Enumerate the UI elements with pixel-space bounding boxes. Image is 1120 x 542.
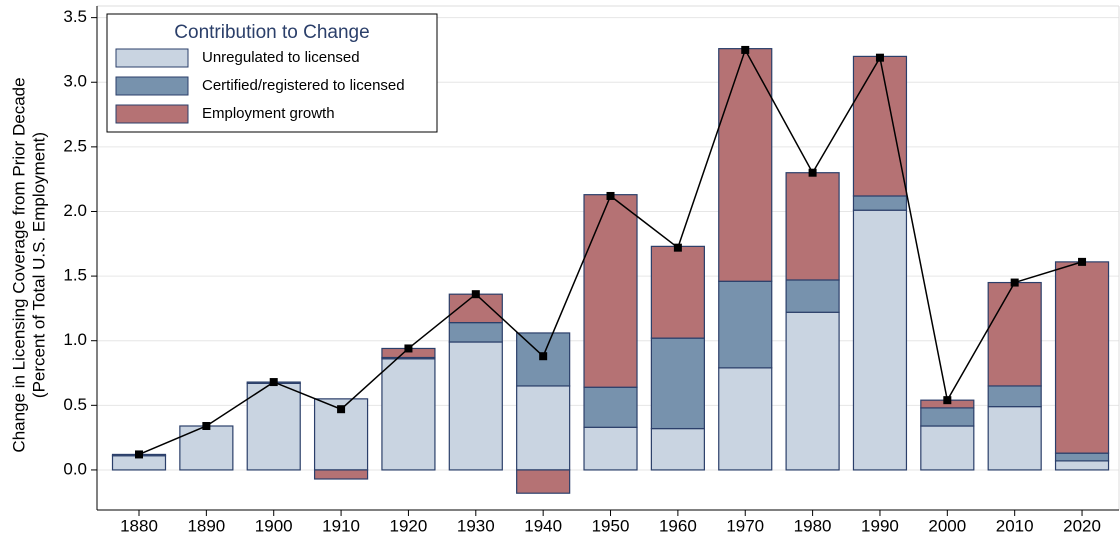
- x-tick-label: 1900: [255, 516, 293, 535]
- bar-segment: [516, 469, 571, 494]
- bar-segment: [313, 469, 369, 480]
- bar-segment: [852, 209, 908, 471]
- legend-label: Unregulated to licensed: [202, 49, 360, 66]
- legend-label: Certified/registered to licensed: [202, 77, 405, 94]
- bar-segment: [920, 407, 975, 427]
- bar-segment: [448, 341, 503, 471]
- bar-segment: [987, 281, 1042, 387]
- x-tick-label: 1980: [794, 516, 832, 535]
- total-marker: [673, 243, 682, 252]
- bar-segment: [583, 194, 638, 388]
- y-tick-label: 1.5: [63, 266, 87, 285]
- x-tick-label: 1890: [187, 516, 225, 535]
- bar-segment: [987, 385, 1042, 408]
- legend-swatch: [115, 76, 189, 96]
- legend-swatch: [115, 48, 189, 68]
- bar-segment: [583, 426, 638, 471]
- bar-segment: [852, 195, 908, 211]
- bar-segment: [583, 386, 638, 428]
- bar-segment: [785, 279, 840, 313]
- y-tick-label: 1.0: [63, 330, 87, 349]
- bar-segment: [852, 55, 908, 197]
- total-marker: [741, 45, 750, 54]
- x-tick-label: 2020: [1063, 516, 1101, 535]
- y-tick-label: 2.0: [63, 201, 87, 220]
- bar-segment: [179, 425, 234, 471]
- bar-segment: [381, 358, 436, 471]
- bar-segment: [1054, 261, 1110, 454]
- bar-segment: [785, 311, 840, 471]
- total-marker: [539, 352, 548, 361]
- total-marker: [269, 378, 278, 387]
- y-tick-label: 3.0: [63, 72, 87, 91]
- y-axis-label: (Percent of Total U.S. Employment): [29, 132, 48, 398]
- x-tick-label: 1930: [457, 516, 495, 535]
- total-marker: [337, 405, 346, 414]
- x-tick-label: 1920: [390, 516, 428, 535]
- total-marker: [808, 168, 817, 177]
- x-tick-label: 1940: [524, 516, 562, 535]
- y-tick-label: 3.5: [63, 7, 87, 26]
- bar-segment: [1054, 460, 1110, 471]
- x-tick-label: 1910: [322, 516, 360, 535]
- total-marker: [606, 191, 615, 200]
- x-tick-label: 1950: [592, 516, 630, 535]
- y-tick-label: 0.0: [63, 459, 87, 478]
- total-marker: [135, 450, 143, 459]
- x-tick-label: 1880: [120, 516, 158, 535]
- bar-segment: [785, 172, 840, 281]
- y-tick-label: 0.5: [63, 395, 87, 414]
- bar-segment: [718, 280, 773, 369]
- y-axis-label: Change in Licensing Coverage from Prior …: [9, 77, 28, 452]
- bar-segment: [718, 48, 773, 282]
- bar-segment: [650, 427, 705, 471]
- total-marker: [1010, 278, 1019, 287]
- legend-label: Employment growth: [202, 105, 335, 122]
- bar-segment: [448, 322, 503, 343]
- total-marker: [404, 344, 413, 353]
- total-marker: [875, 53, 884, 62]
- total-marker: [202, 422, 211, 430]
- x-tick-label: 2010: [996, 516, 1034, 535]
- legend-title: Contribution to Change: [174, 22, 369, 43]
- bar-segment: [246, 382, 301, 471]
- total-marker: [471, 290, 480, 299]
- total-marker: [943, 396, 952, 405]
- x-tick-label: 1990: [861, 516, 899, 535]
- bar-segment: [650, 245, 705, 339]
- y-tick-label: 2.5: [63, 136, 87, 155]
- bar-segment: [516, 385, 571, 471]
- legend-swatch: [115, 104, 189, 124]
- x-tick-label: 1970: [726, 516, 764, 535]
- x-tick-label: 2000: [928, 516, 966, 535]
- bar-segment: [987, 406, 1042, 471]
- bar-segment: [920, 425, 975, 471]
- bar-segment: [1054, 452, 1110, 462]
- total-marker: [1078, 257, 1087, 266]
- bar-segment: [650, 337, 705, 430]
- x-tick-label: 1960: [659, 516, 697, 535]
- bar-segment: [718, 367, 773, 471]
